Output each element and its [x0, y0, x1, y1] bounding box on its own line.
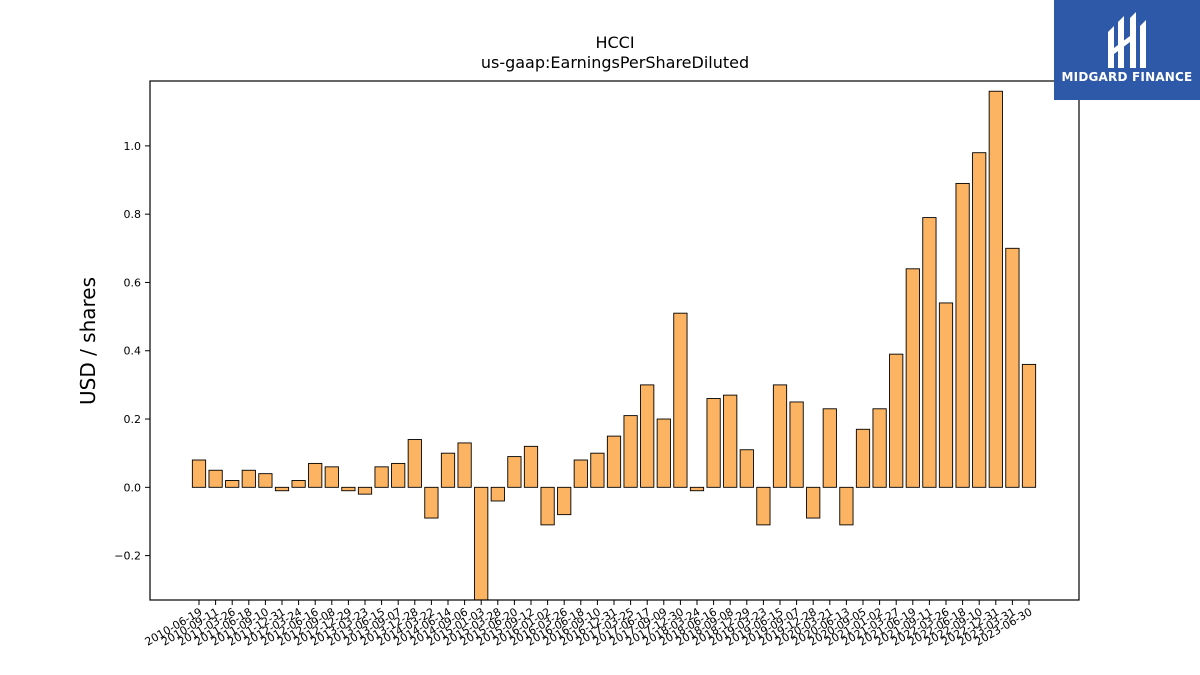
bar-2016-01-02 [540, 486, 555, 526]
bar-2023-06-30 [1021, 363, 1037, 488]
bar-2015-09-12 [523, 445, 539, 488]
bar-2018-09-08 [723, 394, 738, 488]
bar-2021-09-11 [922, 217, 937, 488]
y-tick-label: 0.2 [124, 413, 142, 426]
bar-2013-09-07 [391, 462, 406, 488]
bar-2022-03-26 [938, 302, 954, 488]
bar-2021-01-02 [872, 408, 887, 488]
bar-2016-12-31 [606, 435, 622, 488]
chart-title: HCCI [595, 33, 634, 52]
bar-2019-09-07 [789, 401, 804, 488]
bar-2013-03-23 [357, 486, 373, 495]
bar-2011-12-31 [274, 486, 290, 492]
y-tick-label: −0.2 [114, 550, 141, 563]
bar-2013-12-28 [407, 439, 422, 488]
bar-2019-03-23 [756, 486, 771, 526]
bar-2012-06-16 [308, 462, 323, 488]
bar-2010-06-19 [191, 459, 207, 488]
bar-2015-01-03 [474, 486, 489, 601]
y-tick-label: 0.6 [124, 276, 142, 289]
bar-2011-06-18 [241, 469, 256, 488]
bar-2017-06-17 [640, 384, 655, 488]
bars-group [191, 90, 1037, 601]
bar-2021-06-19 [905, 268, 920, 488]
chart-subtitle: us-gaap:EarningsPerShareDiluted [481, 53, 749, 72]
y-axis-label: USD / shares [76, 277, 100, 405]
bar-2012-03-24 [291, 480, 306, 488]
brand-logo: MIDGARD FINANCE [1054, 0, 1200, 100]
bar-2018-06-16 [706, 398, 721, 488]
bar-2010-09-11 [208, 469, 223, 488]
bar-2022-09-10 [972, 152, 987, 488]
bar-2014-06-14 [440, 452, 456, 488]
bar-2015-03-28 [490, 486, 505, 502]
bar-2018-03-24 [689, 486, 705, 492]
bar-2023-03-31 [1005, 247, 1020, 488]
bar-2017-09-09 [656, 418, 671, 488]
y-tick-label: 0.8 [124, 208, 142, 221]
bar-2013-06-15 [374, 466, 389, 488]
midgard-logo-icon [1108, 12, 1146, 68]
bar-2016-03-26 [557, 486, 572, 516]
plot-frame [149, 80, 1080, 601]
y-tick-label: 0.4 [124, 345, 142, 358]
bar-2020-06-13 [839, 486, 854, 526]
bar-2018-12-29 [739, 449, 754, 488]
logo-text: MIDGARD FINANCE [1061, 70, 1193, 84]
bar-2015-06-20 [507, 456, 522, 488]
y-ticks: −0.2 0.0 0.2 0.4 0.6 0.8 1.0 [114, 140, 150, 563]
bar-2019-06-15 [772, 384, 788, 488]
bar-2022-06-18 [955, 182, 970, 488]
bar-2021-03-27 [889, 353, 904, 488]
bar-2017-12-30 [673, 312, 688, 488]
bar-2012-09-08 [324, 466, 339, 488]
y-tick-label: 0.0 [124, 481, 142, 494]
bar-2022-12-31 [988, 90, 1003, 488]
bar-2020-03-21 [822, 408, 837, 488]
bar-2014-03-22 [424, 486, 439, 519]
bar-2017-03-25 [623, 415, 638, 488]
bar-2020-09-05 [855, 428, 871, 488]
bar-2014-09-06 [457, 442, 472, 488]
bar-2011-09-10 [258, 473, 273, 488]
bar-2011-03-26 [225, 480, 240, 488]
bar-2016-06-18 [573, 459, 588, 488]
bar-2012-12-29 [341, 486, 356, 492]
bar-2019-12-28 [806, 486, 821, 519]
bar-2016-09-10 [590, 452, 605, 488]
x-ticks: 2010-06-192010-09-112011-03-262011-06-18… [143, 600, 1035, 649]
y-tick-label: 1.0 [124, 140, 142, 153]
